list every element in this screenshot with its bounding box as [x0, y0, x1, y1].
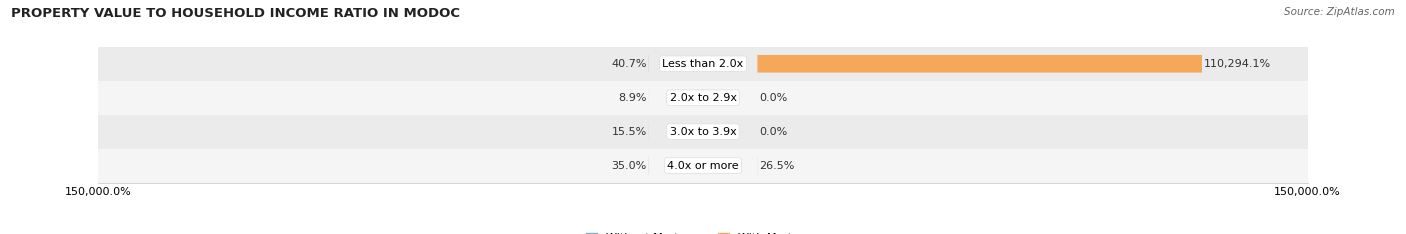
Text: 35.0%: 35.0% — [612, 161, 647, 171]
Text: 0.0%: 0.0% — [759, 93, 787, 103]
Text: 2.0x to 2.9x: 2.0x to 2.9x — [669, 93, 737, 103]
Text: 3.0x to 3.9x: 3.0x to 3.9x — [669, 127, 737, 137]
Bar — [98, 81, 1308, 115]
Text: 0.0%: 0.0% — [759, 127, 787, 137]
FancyBboxPatch shape — [758, 55, 1202, 73]
Text: 110,294.1%: 110,294.1% — [1204, 59, 1271, 69]
Text: 4.0x or more: 4.0x or more — [668, 161, 738, 171]
Legend: Without Mortgage, With Mortgage: Without Mortgage, With Mortgage — [582, 229, 824, 234]
Text: PROPERTY VALUE TO HOUSEHOLD INCOME RATIO IN MODOC: PROPERTY VALUE TO HOUSEHOLD INCOME RATIO… — [11, 7, 460, 20]
Text: 15.5%: 15.5% — [612, 127, 647, 137]
Bar — [98, 149, 1308, 183]
Text: Less than 2.0x: Less than 2.0x — [662, 59, 744, 69]
Bar — [98, 47, 1308, 81]
Text: 40.7%: 40.7% — [612, 59, 647, 69]
Bar — [98, 115, 1308, 149]
Text: 8.9%: 8.9% — [619, 93, 647, 103]
Text: 26.5%: 26.5% — [759, 161, 794, 171]
Text: Source: ZipAtlas.com: Source: ZipAtlas.com — [1284, 7, 1395, 17]
